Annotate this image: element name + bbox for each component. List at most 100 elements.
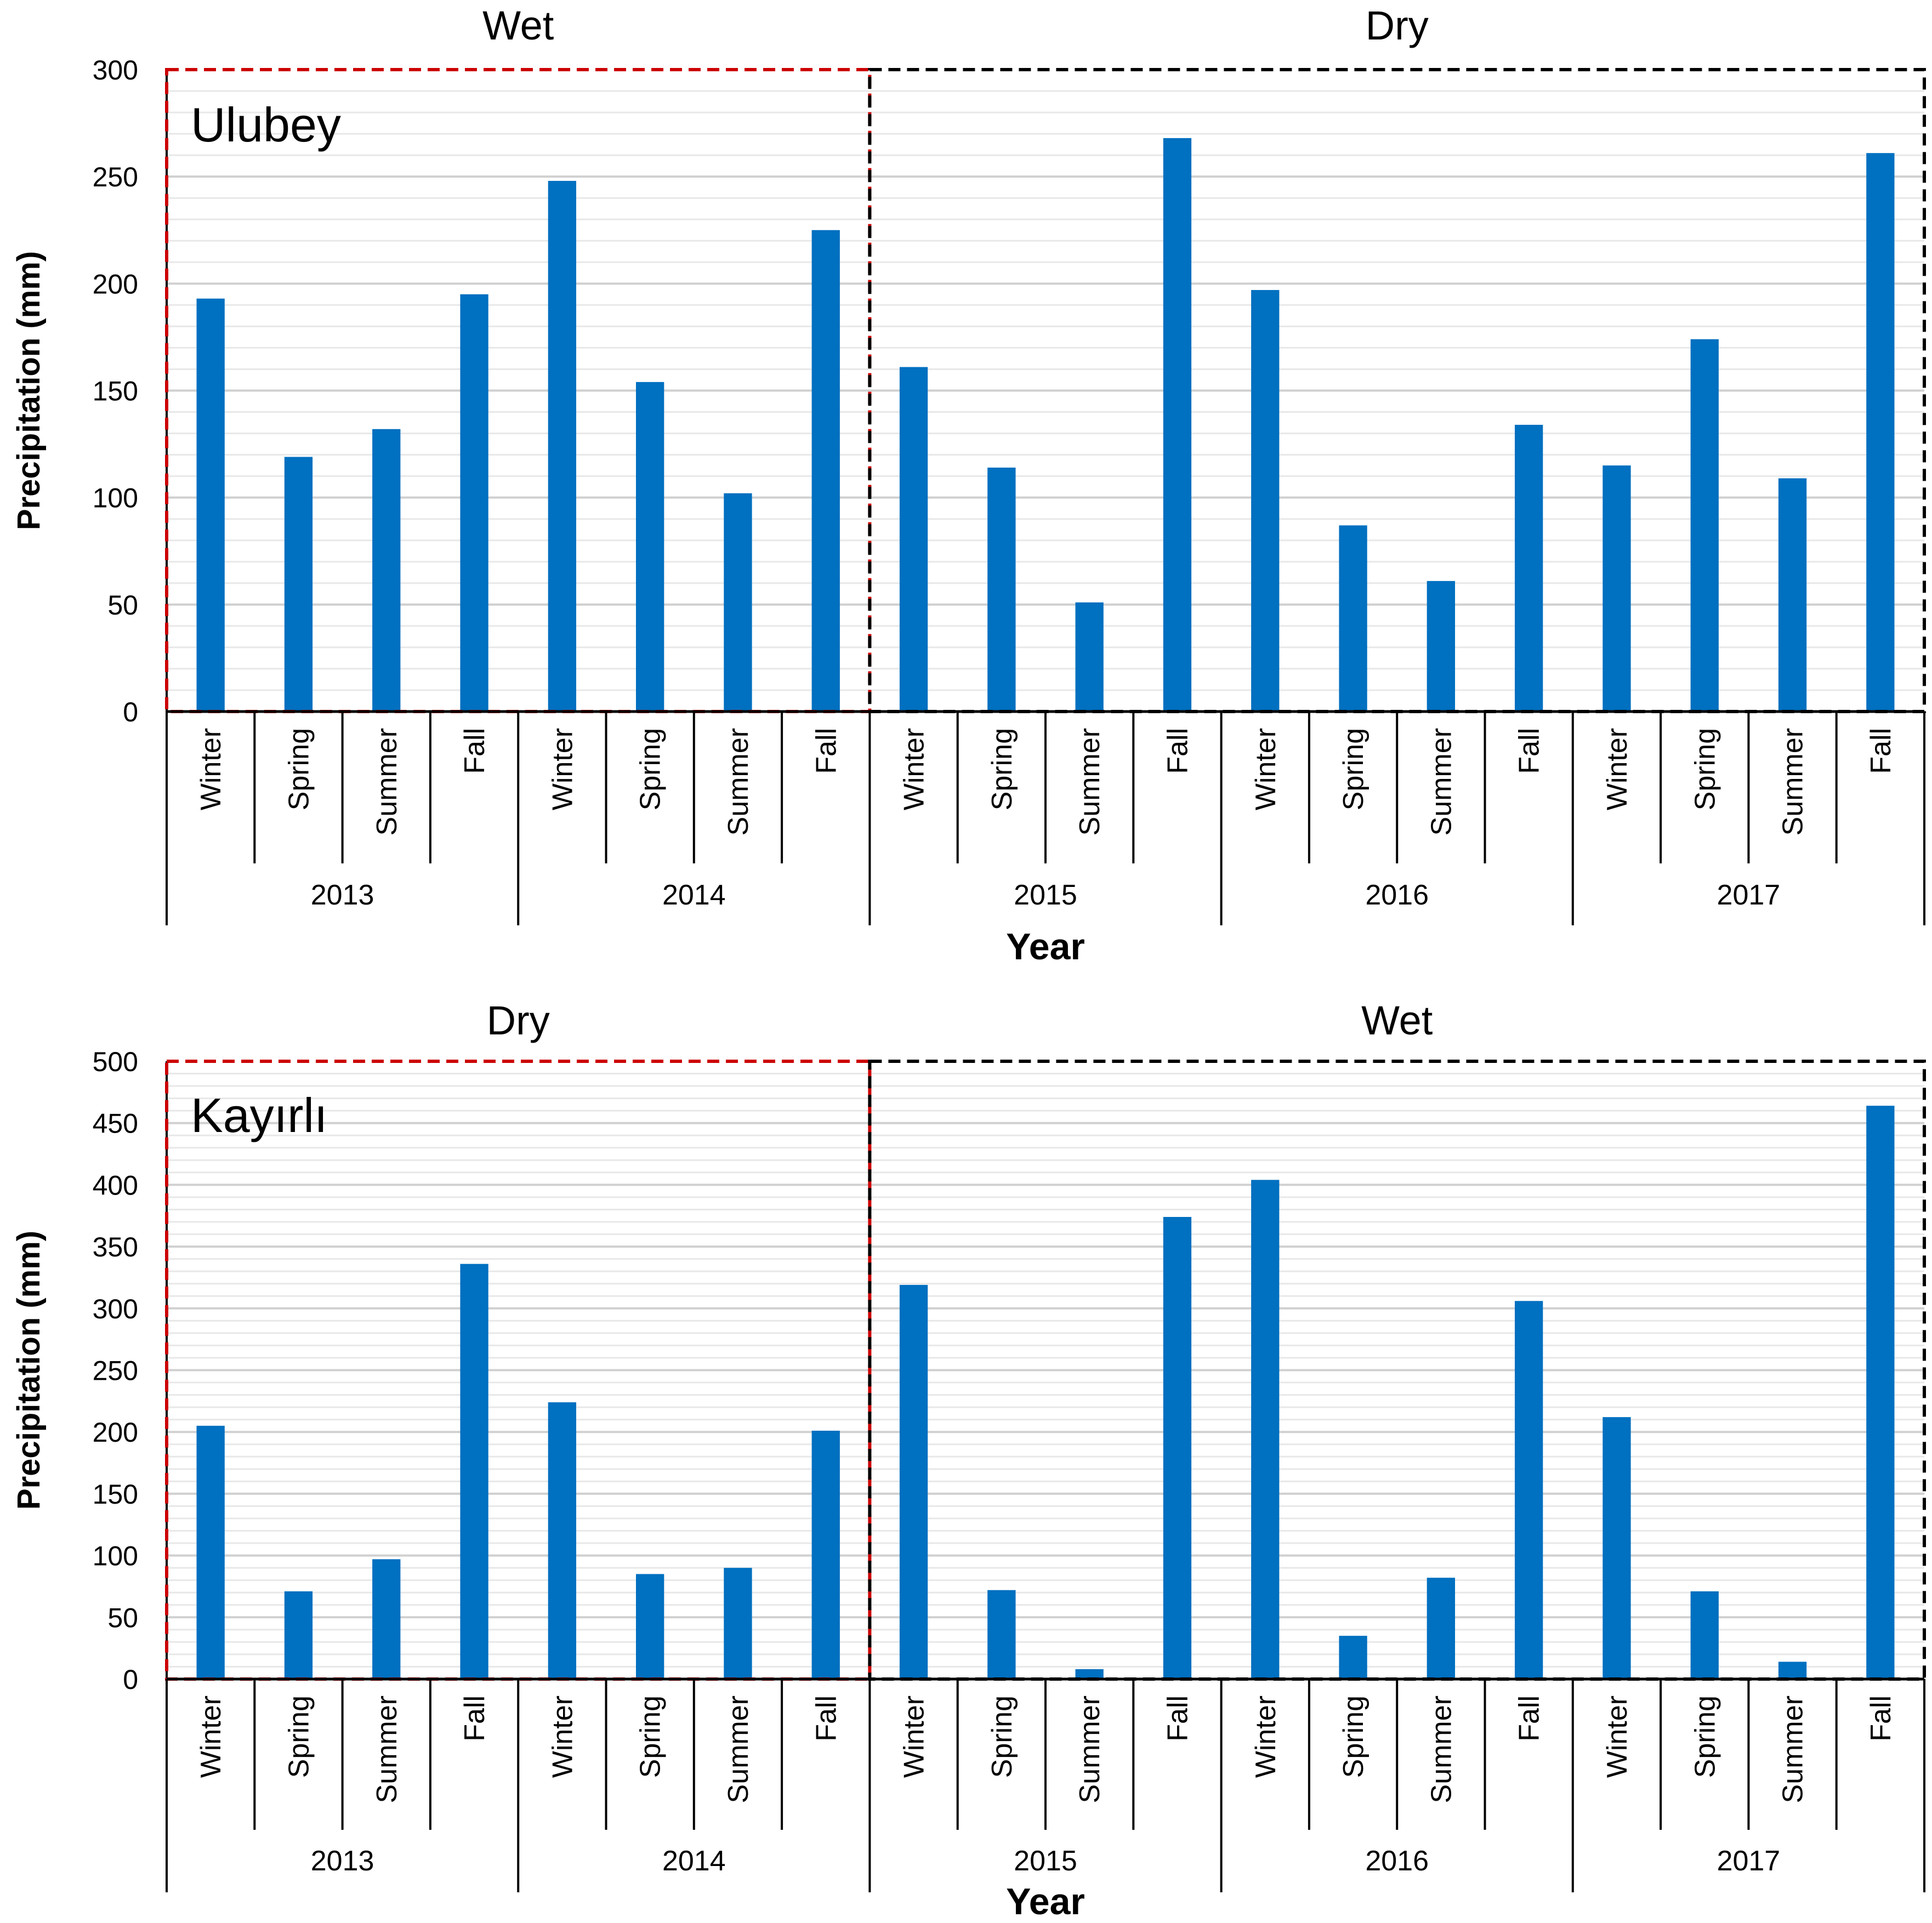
bar-summer-2015: [1075, 602, 1104, 712]
season-tick-label: Spring: [1689, 1696, 1721, 1778]
y-tick-label: 0: [123, 1664, 138, 1695]
bar-fall-2014: [811, 230, 840, 712]
year-tick-label: 2015: [1014, 1845, 1077, 1877]
bar-winter-2015: [899, 1284, 928, 1679]
season-tick-label: Winter: [899, 1696, 930, 1778]
season-tick-label: Spring: [986, 1696, 1018, 1778]
season-tick-label: Fall: [1514, 1696, 1545, 1742]
x-axis-title: Year: [1006, 926, 1085, 968]
bar-summer-2013: [372, 1559, 401, 1679]
season-tick-label: Fall: [1865, 728, 1897, 774]
season-tick-label: Fall: [1514, 728, 1545, 774]
bar-spring-2013: [284, 457, 313, 712]
bar-summer-2014: [724, 1568, 752, 1679]
season-tick-label: Spring: [635, 1696, 667, 1778]
season-tick-label: Winter: [1250, 728, 1282, 810]
bar-spring-2015: [987, 468, 1016, 712]
season-tick-label: Spring: [635, 728, 667, 810]
season-tick-label: Winter: [1601, 728, 1633, 810]
season-tick-label: Fall: [1162, 728, 1194, 774]
bar-spring-2017: [1690, 339, 1719, 712]
season-tick-label: Spring: [283, 728, 315, 810]
y-tick-label: 250: [93, 162, 138, 192]
bar-winter-2016: [1251, 1180, 1280, 1679]
year-tick-label: 2013: [311, 1845, 374, 1877]
bar-winter-2013: [196, 298, 225, 712]
season-tick-label: Winter: [1601, 1696, 1633, 1778]
bar-spring-2016: [1339, 525, 1367, 712]
y-tick-label: 0: [123, 697, 138, 727]
bar-summer-2014: [724, 493, 752, 712]
bar-fall-2017: [1866, 153, 1895, 712]
y-tick-label: 350: [93, 1232, 138, 1262]
season-tick-label: Winter: [547, 728, 578, 810]
y-tick-label: 500: [93, 1046, 138, 1077]
season-tick-label: Summer: [1425, 1696, 1457, 1803]
x-axis-title: Year: [1006, 1881, 1085, 1922]
year-tick-label: 2013: [311, 879, 374, 911]
season-tick-label: Fall: [1162, 1696, 1194, 1742]
year-tick-label: 2016: [1365, 1845, 1429, 1877]
region-label-0: Wet: [482, 3, 554, 48]
region-label-1: Wet: [1361, 998, 1433, 1043]
bar-fall-2016: [1515, 424, 1543, 712]
year-tick-label: 2017: [1717, 1845, 1781, 1877]
y-tick-label: 100: [93, 483, 138, 514]
year-tick-label: 2014: [662, 879, 726, 911]
bar-winter-2016: [1251, 290, 1280, 712]
season-tick-label: Fall: [459, 1696, 491, 1742]
season-tick-label: Fall: [810, 1696, 842, 1742]
season-tick-label: Winter: [195, 1696, 227, 1778]
bar-fall-2015: [1163, 1217, 1192, 1679]
y-axis-title: Precipitation (mm): [11, 251, 47, 530]
bar-summer-2017: [1778, 478, 1807, 712]
season-tick-label: Fall: [459, 728, 491, 774]
y-tick-label: 300: [93, 55, 138, 86]
bar-summer-2013: [372, 429, 401, 712]
y-tick-label: 200: [93, 269, 138, 299]
season-tick-label: Winter: [1250, 1696, 1282, 1778]
bar-spring-2016: [1339, 1636, 1367, 1679]
season-tick-label: Summer: [1777, 728, 1809, 835]
year-tick-label: 2014: [662, 1845, 726, 1877]
season-tick-label: Spring: [986, 728, 1018, 810]
bar-winter-2015: [899, 367, 928, 712]
y-tick-label: 50: [107, 1602, 138, 1633]
bar-fall-2014: [811, 1430, 840, 1679]
bar-winter-2017: [1603, 465, 1631, 712]
bar-fall-2015: [1163, 138, 1192, 712]
bar-spring-2013: [284, 1591, 313, 1679]
season-tick-label: Spring: [1338, 1696, 1370, 1778]
y-tick-label: 450: [93, 1108, 138, 1139]
season-tick-label: Summer: [1074, 728, 1106, 835]
bar-fall-2013: [460, 294, 488, 712]
y-tick-label: 200: [93, 1417, 138, 1448]
bar-fall-2017: [1866, 1106, 1895, 1679]
y-tick-label: 250: [93, 1356, 138, 1386]
bar-spring-2015: [987, 1590, 1016, 1679]
y-tick-label: 50: [107, 590, 138, 621]
season-tick-label: Summer: [1074, 1696, 1106, 1803]
bar-summer-2016: [1427, 1578, 1455, 1679]
y-tick-label: 300: [93, 1294, 138, 1324]
season-tick-label: Summer: [1425, 728, 1457, 835]
bar-summer-2016: [1427, 581, 1455, 712]
season-tick-label: Spring: [1689, 728, 1721, 810]
year-tick-label: 2015: [1014, 879, 1077, 911]
year-tick-label: 2017: [1717, 879, 1781, 911]
season-tick-label: Fall: [1865, 1696, 1897, 1742]
bar-winter-2014: [548, 1402, 576, 1679]
bar-fall-2016: [1515, 1301, 1543, 1679]
bar-winter-2013: [196, 1425, 225, 1679]
station-name: Ulubey: [191, 98, 341, 152]
bar-winter-2014: [548, 180, 576, 712]
y-tick-label: 400: [93, 1170, 138, 1201]
bar-fall-2013: [460, 1264, 488, 1679]
bar-summer-2015: [1075, 1669, 1104, 1679]
bar-winter-2017: [1603, 1417, 1631, 1679]
season-tick-label: Spring: [283, 1696, 315, 1778]
y-axis-title: Precipitation (mm): [11, 1231, 47, 1510]
bar-spring-2014: [636, 382, 664, 712]
year-tick-label: 2016: [1365, 879, 1429, 911]
season-tick-label: Summer: [371, 1696, 403, 1803]
